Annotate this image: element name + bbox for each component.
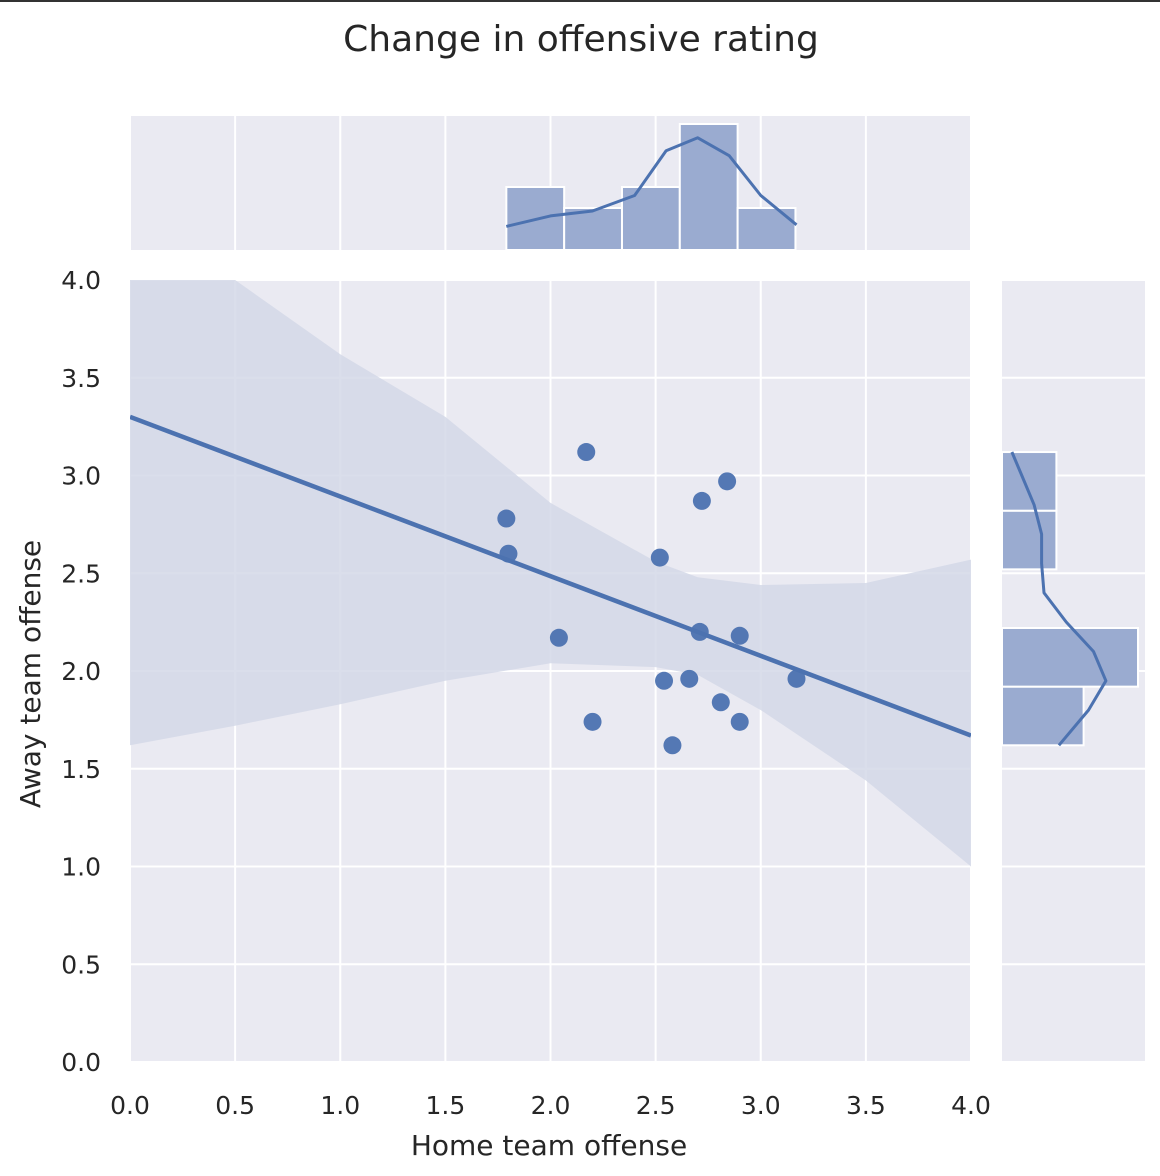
- scatter-point: [718, 472, 737, 491]
- chart-title: Change in offensive rating: [343, 19, 819, 60]
- right-kde-curve: [1010, 451, 1108, 747]
- top-border-line: [0, 0, 1160, 2]
- top-histogram-bar: [563, 207, 623, 251]
- top-histogram-bar: [620, 186, 681, 251]
- y-tick-label: 3.5: [61, 364, 101, 393]
- y-axis-title: Away team offense: [14, 540, 47, 808]
- y-tick-label: 0.5: [61, 950, 101, 979]
- top-histogram-bar: [736, 207, 797, 251]
- right-histogram-bar: [1001, 451, 1058, 512]
- x-tick-label: 4.0: [951, 1091, 991, 1120]
- y-tick-label: 4.0: [61, 266, 101, 295]
- right-histogram-bar: [1001, 509, 1058, 571]
- top-kde-curve: [505, 136, 798, 228]
- x-tick-label: 1.5: [425, 1091, 465, 1120]
- x-tick-label: 3.5: [846, 1091, 886, 1120]
- x-tick-label: 3.0: [741, 1091, 781, 1120]
- scatter-point: [692, 491, 711, 510]
- scatter-point: [730, 712, 749, 731]
- scatter-point: [680, 669, 699, 688]
- x-tick-label: 0.5: [215, 1091, 255, 1120]
- x-tick-label: 1.0: [320, 1091, 360, 1120]
- confidence-band: [130, 280, 971, 867]
- x-tick-label: 0.0: [110, 1091, 150, 1120]
- right-histogram-bar: [1001, 685, 1085, 747]
- y-tick-label: 2.0: [61, 657, 101, 686]
- right-histogram-bar: [1001, 626, 1139, 688]
- regression-line: [130, 414, 971, 738]
- scatter-point: [650, 548, 669, 567]
- y-tick-label: 1.5: [61, 755, 101, 784]
- scatter-point: [549, 628, 568, 647]
- scatter-point: [655, 671, 674, 690]
- scatter-point: [730, 626, 749, 645]
- scatter-point: [583, 712, 602, 731]
- y-tick-label: 3.0: [61, 462, 101, 491]
- y-tick-label: 0.0: [61, 1048, 101, 1077]
- scatter-point: [663, 736, 682, 755]
- y-tick-label: 1.0: [61, 853, 101, 882]
- x-axis-title: Home team offense: [411, 1129, 687, 1162]
- scatter-point: [577, 443, 596, 462]
- scatter-point: [497, 509, 516, 528]
- scatter-point: [787, 669, 806, 688]
- y-tick-label: 2.5: [61, 559, 101, 588]
- scatter-point: [499, 544, 518, 563]
- scatter-point: [690, 622, 709, 641]
- scatter-point: [711, 693, 730, 712]
- x-tick-label: 2.0: [531, 1091, 571, 1120]
- x-tick-label: 2.5: [636, 1091, 676, 1120]
